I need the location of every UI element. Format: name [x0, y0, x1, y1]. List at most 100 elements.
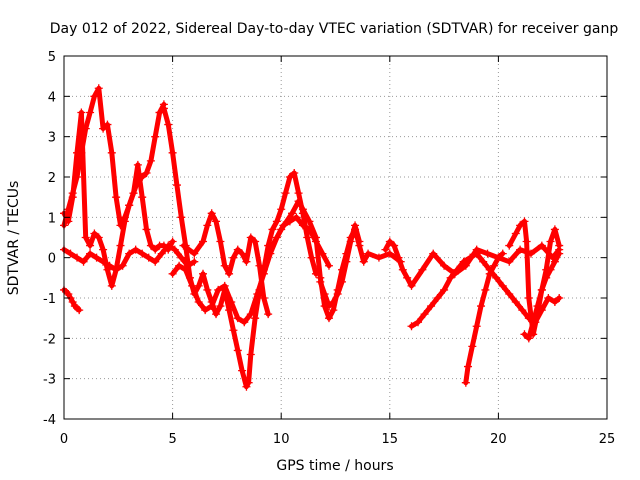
series-line — [383, 239, 562, 289]
data-point — [129, 189, 138, 198]
data-point — [244, 378, 253, 387]
data-point — [68, 193, 77, 202]
data-point — [225, 306, 234, 315]
data-point — [90, 92, 99, 101]
plot-frame — [63, 55, 608, 420]
y-tick-label: 4 — [48, 90, 56, 105]
data-point — [170, 245, 179, 254]
series-line — [317, 222, 362, 309]
data-point — [381, 245, 390, 254]
data-point — [446, 273, 455, 282]
data-point — [66, 249, 75, 258]
data-point — [199, 237, 208, 246]
data-point — [288, 209, 297, 218]
data-point — [472, 249, 481, 258]
y-tick-label: -3 — [43, 373, 56, 388]
data-point — [537, 241, 546, 250]
data-point — [414, 318, 423, 327]
y-tick-label: 1 — [48, 211, 56, 226]
data-point — [73, 253, 82, 262]
data-point — [346, 237, 355, 246]
data-point — [73, 148, 82, 157]
data-point — [227, 298, 236, 307]
series-line — [463, 251, 506, 386]
data-point — [516, 221, 525, 230]
data-point — [201, 306, 210, 315]
data-point — [542, 273, 551, 282]
data-point — [75, 306, 84, 315]
data-point — [233, 346, 242, 355]
data-point — [175, 261, 184, 270]
data-point — [242, 382, 251, 391]
data-point — [359, 257, 368, 266]
data-point — [168, 237, 177, 246]
data-point — [120, 217, 129, 226]
data-point — [107, 148, 116, 157]
data-point — [138, 249, 147, 258]
data-point — [157, 249, 166, 258]
data-point — [385, 237, 394, 246]
data-point — [68, 298, 77, 307]
data-point — [505, 241, 514, 250]
data-point — [529, 318, 538, 327]
y-tick-label: 5 — [48, 50, 56, 65]
data-point — [544, 294, 553, 302]
data-point — [298, 205, 307, 214]
data-point — [105, 261, 114, 270]
data-point — [311, 233, 320, 242]
data-point — [246, 350, 255, 359]
data-point — [266, 245, 275, 254]
data-point — [440, 285, 449, 294]
data-point — [522, 237, 531, 246]
data-point — [305, 217, 314, 226]
data-point — [420, 310, 429, 319]
data-point — [338, 277, 347, 286]
data-point — [77, 108, 86, 117]
data-point — [468, 342, 477, 351]
data-point — [146, 241, 155, 250]
data-point — [253, 289, 262, 298]
series-pass-l — [461, 249, 507, 387]
data-point — [151, 132, 160, 141]
data-point — [511, 298, 520, 307]
data-point — [142, 168, 151, 177]
data-point — [403, 273, 412, 282]
data-point — [440, 261, 449, 270]
data-point — [112, 265, 121, 274]
x-tick-label: 10 — [273, 432, 290, 447]
data-point — [64, 217, 73, 226]
data-point — [550, 298, 559, 307]
data-point — [94, 233, 103, 242]
data-point — [190, 257, 199, 266]
data-point — [307, 253, 316, 262]
data-point — [181, 265, 190, 274]
data-point — [518, 306, 527, 315]
data-point — [477, 302, 486, 311]
series-pass-d — [60, 241, 199, 274]
data-point — [255, 261, 264, 270]
x-axis-label: GPS time / hours — [276, 458, 393, 474]
data-point — [94, 84, 103, 93]
data-point — [524, 334, 533, 343]
data-point — [418, 265, 427, 274]
data-point — [394, 253, 403, 262]
data-point — [99, 124, 108, 133]
data-point — [459, 257, 468, 266]
data-point — [466, 253, 475, 262]
data-point — [177, 213, 186, 222]
data-point — [490, 261, 499, 270]
data-point — [555, 241, 564, 250]
data-point — [290, 168, 299, 177]
data-point — [546, 265, 555, 274]
data-point — [355, 237, 364, 246]
data-point — [303, 233, 312, 242]
data-point — [125, 201, 134, 210]
data-point — [216, 237, 225, 246]
data-point — [240, 318, 249, 327]
series-pass-a — [60, 285, 84, 315]
data-point — [133, 160, 142, 169]
data-point — [199, 269, 208, 278]
data-point — [103, 120, 112, 129]
data-point — [86, 241, 95, 250]
